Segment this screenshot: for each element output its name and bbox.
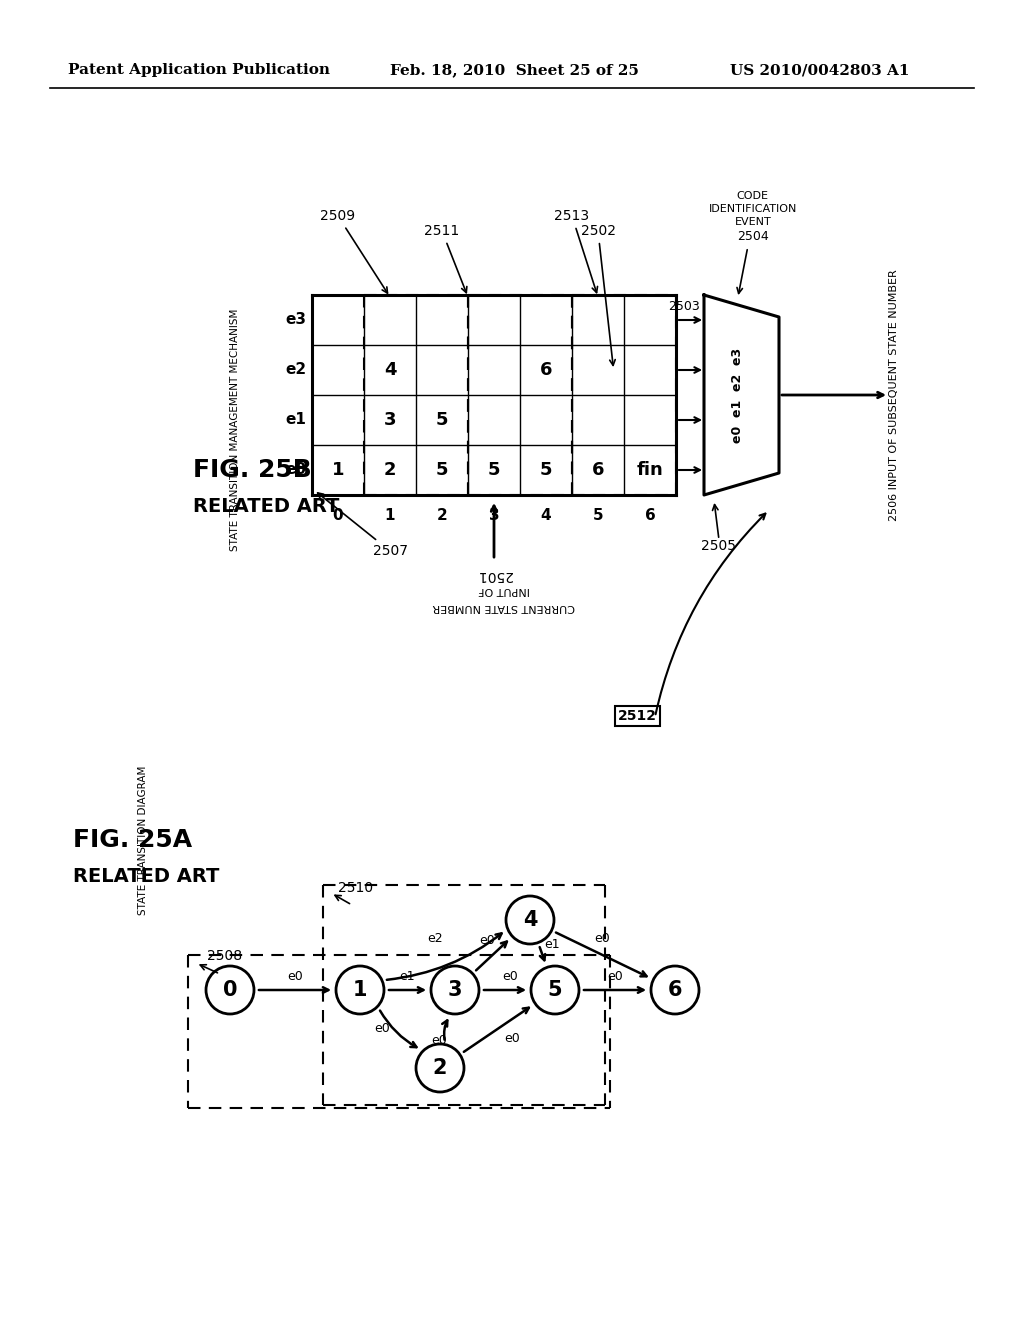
Text: e0: e0 bbox=[374, 1023, 390, 1035]
Text: fin: fin bbox=[637, 461, 664, 479]
Text: 1: 1 bbox=[332, 461, 344, 479]
Text: 2505: 2505 bbox=[701, 539, 736, 553]
Text: 2510: 2510 bbox=[338, 880, 373, 895]
Text: 2: 2 bbox=[433, 1059, 447, 1078]
Text: e0: e0 bbox=[595, 932, 610, 945]
Text: 5: 5 bbox=[436, 411, 449, 429]
Text: Patent Application Publication: Patent Application Publication bbox=[68, 63, 330, 77]
Text: 2511: 2511 bbox=[424, 224, 467, 293]
Text: 5: 5 bbox=[540, 461, 552, 479]
Text: 2512: 2512 bbox=[618, 709, 657, 723]
Text: 6: 6 bbox=[540, 360, 552, 379]
Text: e0: e0 bbox=[479, 933, 496, 946]
Text: RELATED ART: RELATED ART bbox=[73, 867, 219, 887]
Text: Feb. 18, 2010  Sheet 25 of 25: Feb. 18, 2010 Sheet 25 of 25 bbox=[390, 63, 639, 77]
Text: CODE: CODE bbox=[736, 191, 769, 201]
Text: 6: 6 bbox=[645, 507, 655, 523]
Text: CURRENT STATE NUMBER: CURRENT STATE NUMBER bbox=[433, 602, 575, 612]
Text: e0: e0 bbox=[502, 969, 518, 982]
Text: 5: 5 bbox=[487, 461, 501, 479]
Text: 1: 1 bbox=[352, 979, 368, 1001]
Text: STATE TRANSITION MANAGEMENT MECHANISM: STATE TRANSITION MANAGEMENT MECHANISM bbox=[230, 309, 240, 552]
Text: e1: e1 bbox=[399, 969, 416, 982]
Text: RELATED ART: RELATED ART bbox=[193, 498, 339, 516]
Text: 5: 5 bbox=[548, 979, 562, 1001]
Text: US 2010/0042803 A1: US 2010/0042803 A1 bbox=[730, 63, 909, 77]
Text: 1: 1 bbox=[385, 507, 395, 523]
Text: 2509: 2509 bbox=[321, 209, 387, 293]
Text: FIG. 25B: FIG. 25B bbox=[193, 458, 311, 482]
Text: 4: 4 bbox=[384, 360, 396, 379]
Text: e3: e3 bbox=[285, 313, 306, 327]
Text: EVENT: EVENT bbox=[734, 216, 771, 227]
Text: 2508: 2508 bbox=[207, 949, 242, 964]
Text: 3: 3 bbox=[384, 411, 396, 429]
Text: e2: e2 bbox=[427, 932, 442, 945]
Text: 0: 0 bbox=[223, 979, 238, 1001]
Text: 2503: 2503 bbox=[668, 300, 699, 313]
Text: e0: e0 bbox=[285, 462, 306, 478]
Text: 2: 2 bbox=[384, 461, 396, 479]
Text: 4: 4 bbox=[541, 507, 551, 523]
Text: 2502: 2502 bbox=[581, 224, 615, 366]
Text: 2513: 2513 bbox=[554, 209, 598, 293]
Text: 5: 5 bbox=[593, 507, 603, 523]
Text: e0: e0 bbox=[505, 1032, 520, 1045]
Text: 6: 6 bbox=[592, 461, 604, 479]
Text: FIG. 25A: FIG. 25A bbox=[73, 828, 193, 851]
Text: 3: 3 bbox=[488, 507, 500, 523]
Text: 3: 3 bbox=[447, 979, 462, 1001]
Text: e0: e0 bbox=[432, 1035, 447, 1048]
Text: 2506 INPUT OF SUBSEQUENT STATE NUMBER: 2506 INPUT OF SUBSEQUENT STATE NUMBER bbox=[889, 269, 899, 521]
Text: 0: 0 bbox=[333, 507, 343, 523]
Text: 2: 2 bbox=[436, 507, 447, 523]
Text: STATE TRANSITION DIAGRAM: STATE TRANSITION DIAGRAM bbox=[138, 766, 148, 915]
Text: e0  e1  e2  e3: e0 e1 e2 e3 bbox=[731, 347, 744, 442]
Text: e0: e0 bbox=[287, 969, 303, 982]
Text: e1: e1 bbox=[545, 939, 560, 952]
Text: 6: 6 bbox=[668, 979, 682, 1001]
Text: 2501: 2501 bbox=[476, 568, 512, 582]
Text: IDENTIFICATION: IDENTIFICATION bbox=[709, 205, 797, 214]
Text: 5: 5 bbox=[436, 461, 449, 479]
Text: 2507: 2507 bbox=[317, 492, 408, 558]
Text: 2504: 2504 bbox=[737, 230, 769, 243]
Text: e1: e1 bbox=[285, 412, 306, 428]
Text: 4: 4 bbox=[522, 909, 538, 931]
Text: e2: e2 bbox=[285, 363, 306, 378]
Text: e0: e0 bbox=[607, 969, 623, 982]
Text: INPUT OF: INPUT OF bbox=[478, 585, 530, 595]
